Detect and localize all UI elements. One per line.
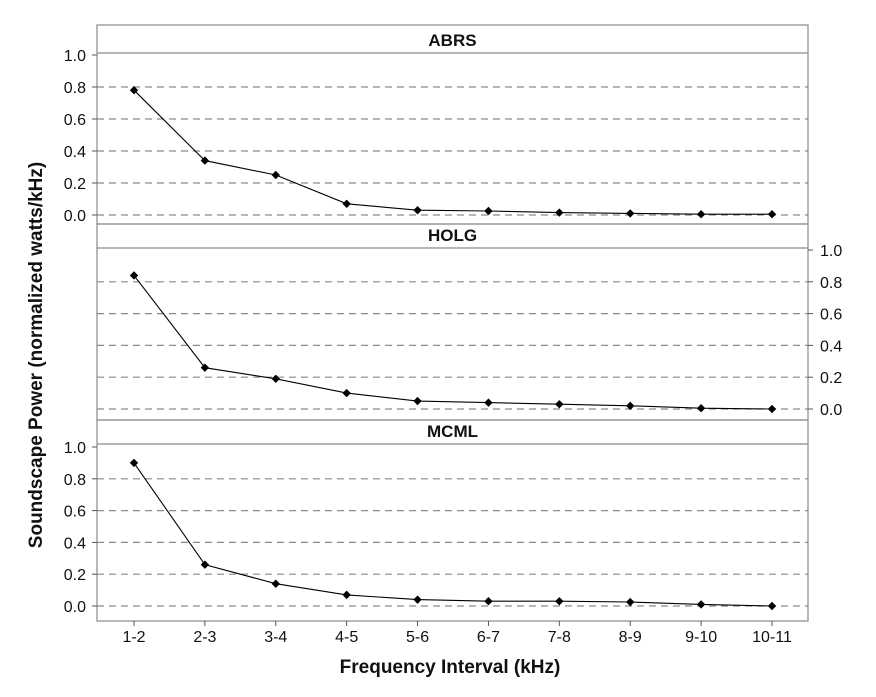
y-tick-label: 0.0 (820, 402, 842, 419)
y-axis-title: Soundscape Power (normalized watts/kHz) (26, 162, 47, 548)
y-tick-label: 1.0 (820, 243, 842, 260)
y-tick-label: 0.6 (64, 112, 86, 129)
y-tick-label: 0.2 (820, 370, 842, 387)
data-point (200, 560, 210, 569)
data-point (696, 600, 706, 609)
data-point (129, 86, 139, 95)
data-point (271, 579, 280, 588)
data-point (767, 601, 777, 611)
data-point (342, 388, 351, 398)
y-tick-label: 0.2 (64, 567, 86, 584)
data-point (626, 209, 635, 218)
data-point (200, 156, 210, 165)
data-point (342, 199, 351, 208)
data-point (271, 170, 280, 180)
y-tick-label: 0.2 (64, 176, 86, 193)
data-point (626, 401, 635, 411)
data-point (484, 597, 493, 606)
panel-title: ABRS (428, 31, 476, 50)
panel-title: HOLG (428, 226, 477, 245)
data-point (626, 597, 635, 607)
panel-frame (96, 223, 809, 421)
y-tick-label: 0.6 (64, 504, 86, 521)
x-tick-label: 9-10 (685, 629, 717, 646)
data-point (484, 206, 493, 216)
y-tick-label: 1.0 (64, 440, 86, 457)
data-point (767, 210, 777, 219)
series-line (133, 275, 773, 410)
data-point (555, 208, 564, 217)
panel-title: MCML (427, 422, 478, 441)
x-axis-title: Frequency Interval (kHz) (340, 657, 561, 678)
panel-holg: HOLG 0.0 0.2 0.4 0.6 0.8 1.0 (96, 223, 842, 421)
x-tick-label: 2-3 (193, 629, 216, 646)
x-tick-label: 1-2 (122, 629, 145, 646)
y-tick-label: 0.8 (64, 472, 86, 489)
x-tick-label: 8-9 (619, 629, 642, 646)
y-tick-label: 0.0 (64, 208, 86, 225)
panel-frame (96, 24, 809, 225)
y-tick-label: 0.4 (820, 338, 842, 355)
data-point (129, 458, 139, 468)
x-tick-label: 7-8 (548, 629, 571, 646)
y-tick-label: 0.4 (64, 535, 86, 552)
panel-frame (96, 419, 809, 622)
data-point (129, 271, 139, 280)
panel-abrs: ABRS 0.0 0.2 0.4 0.6 0.8 1.0 (64, 24, 809, 225)
series-line (133, 462, 773, 607)
data-point (271, 374, 280, 383)
series-line (133, 89, 772, 215)
x-tick-label: 6-7 (477, 629, 500, 646)
y-tick-label: 0.4 (64, 144, 86, 161)
data-point (413, 396, 422, 406)
data-point (484, 398, 493, 407)
y-tick-label: 0.0 (64, 599, 86, 616)
x-tick-label: 4-5 (335, 629, 358, 646)
data-point (555, 400, 564, 409)
panel-mcml: MCML 0.0 0.2 0.4 0.6 0.8 1.0 (64, 419, 809, 622)
y-tick-label: 0.6 (820, 307, 842, 324)
x-tick-label: 10-11 (752, 629, 792, 646)
y-tick-label: 0.8 (64, 80, 86, 97)
x-tick-label: 5-6 (406, 629, 429, 646)
data-point (342, 590, 351, 600)
data-point (696, 404, 706, 413)
data-point (767, 404, 777, 414)
y-tick-label: 0.8 (820, 275, 842, 292)
panels-layer: ABRS 0.0 0.2 0.4 0.6 0.8 1.0 HOLG 0.0 0.2 0.4 0.6 0.… (64, 24, 842, 622)
data-point (413, 206, 422, 215)
y-tick-label: 1.0 (64, 48, 86, 65)
data-point (413, 595, 422, 604)
data-point (555, 597, 564, 606)
data-point (696, 210, 706, 219)
x-axis: 1-2 2-3 3-4 4-5 5-6 6-7 7-8 8-9 9-10 10-11 (122, 621, 792, 646)
x-tick-label: 3-4 (264, 629, 287, 646)
data-point (200, 363, 210, 372)
